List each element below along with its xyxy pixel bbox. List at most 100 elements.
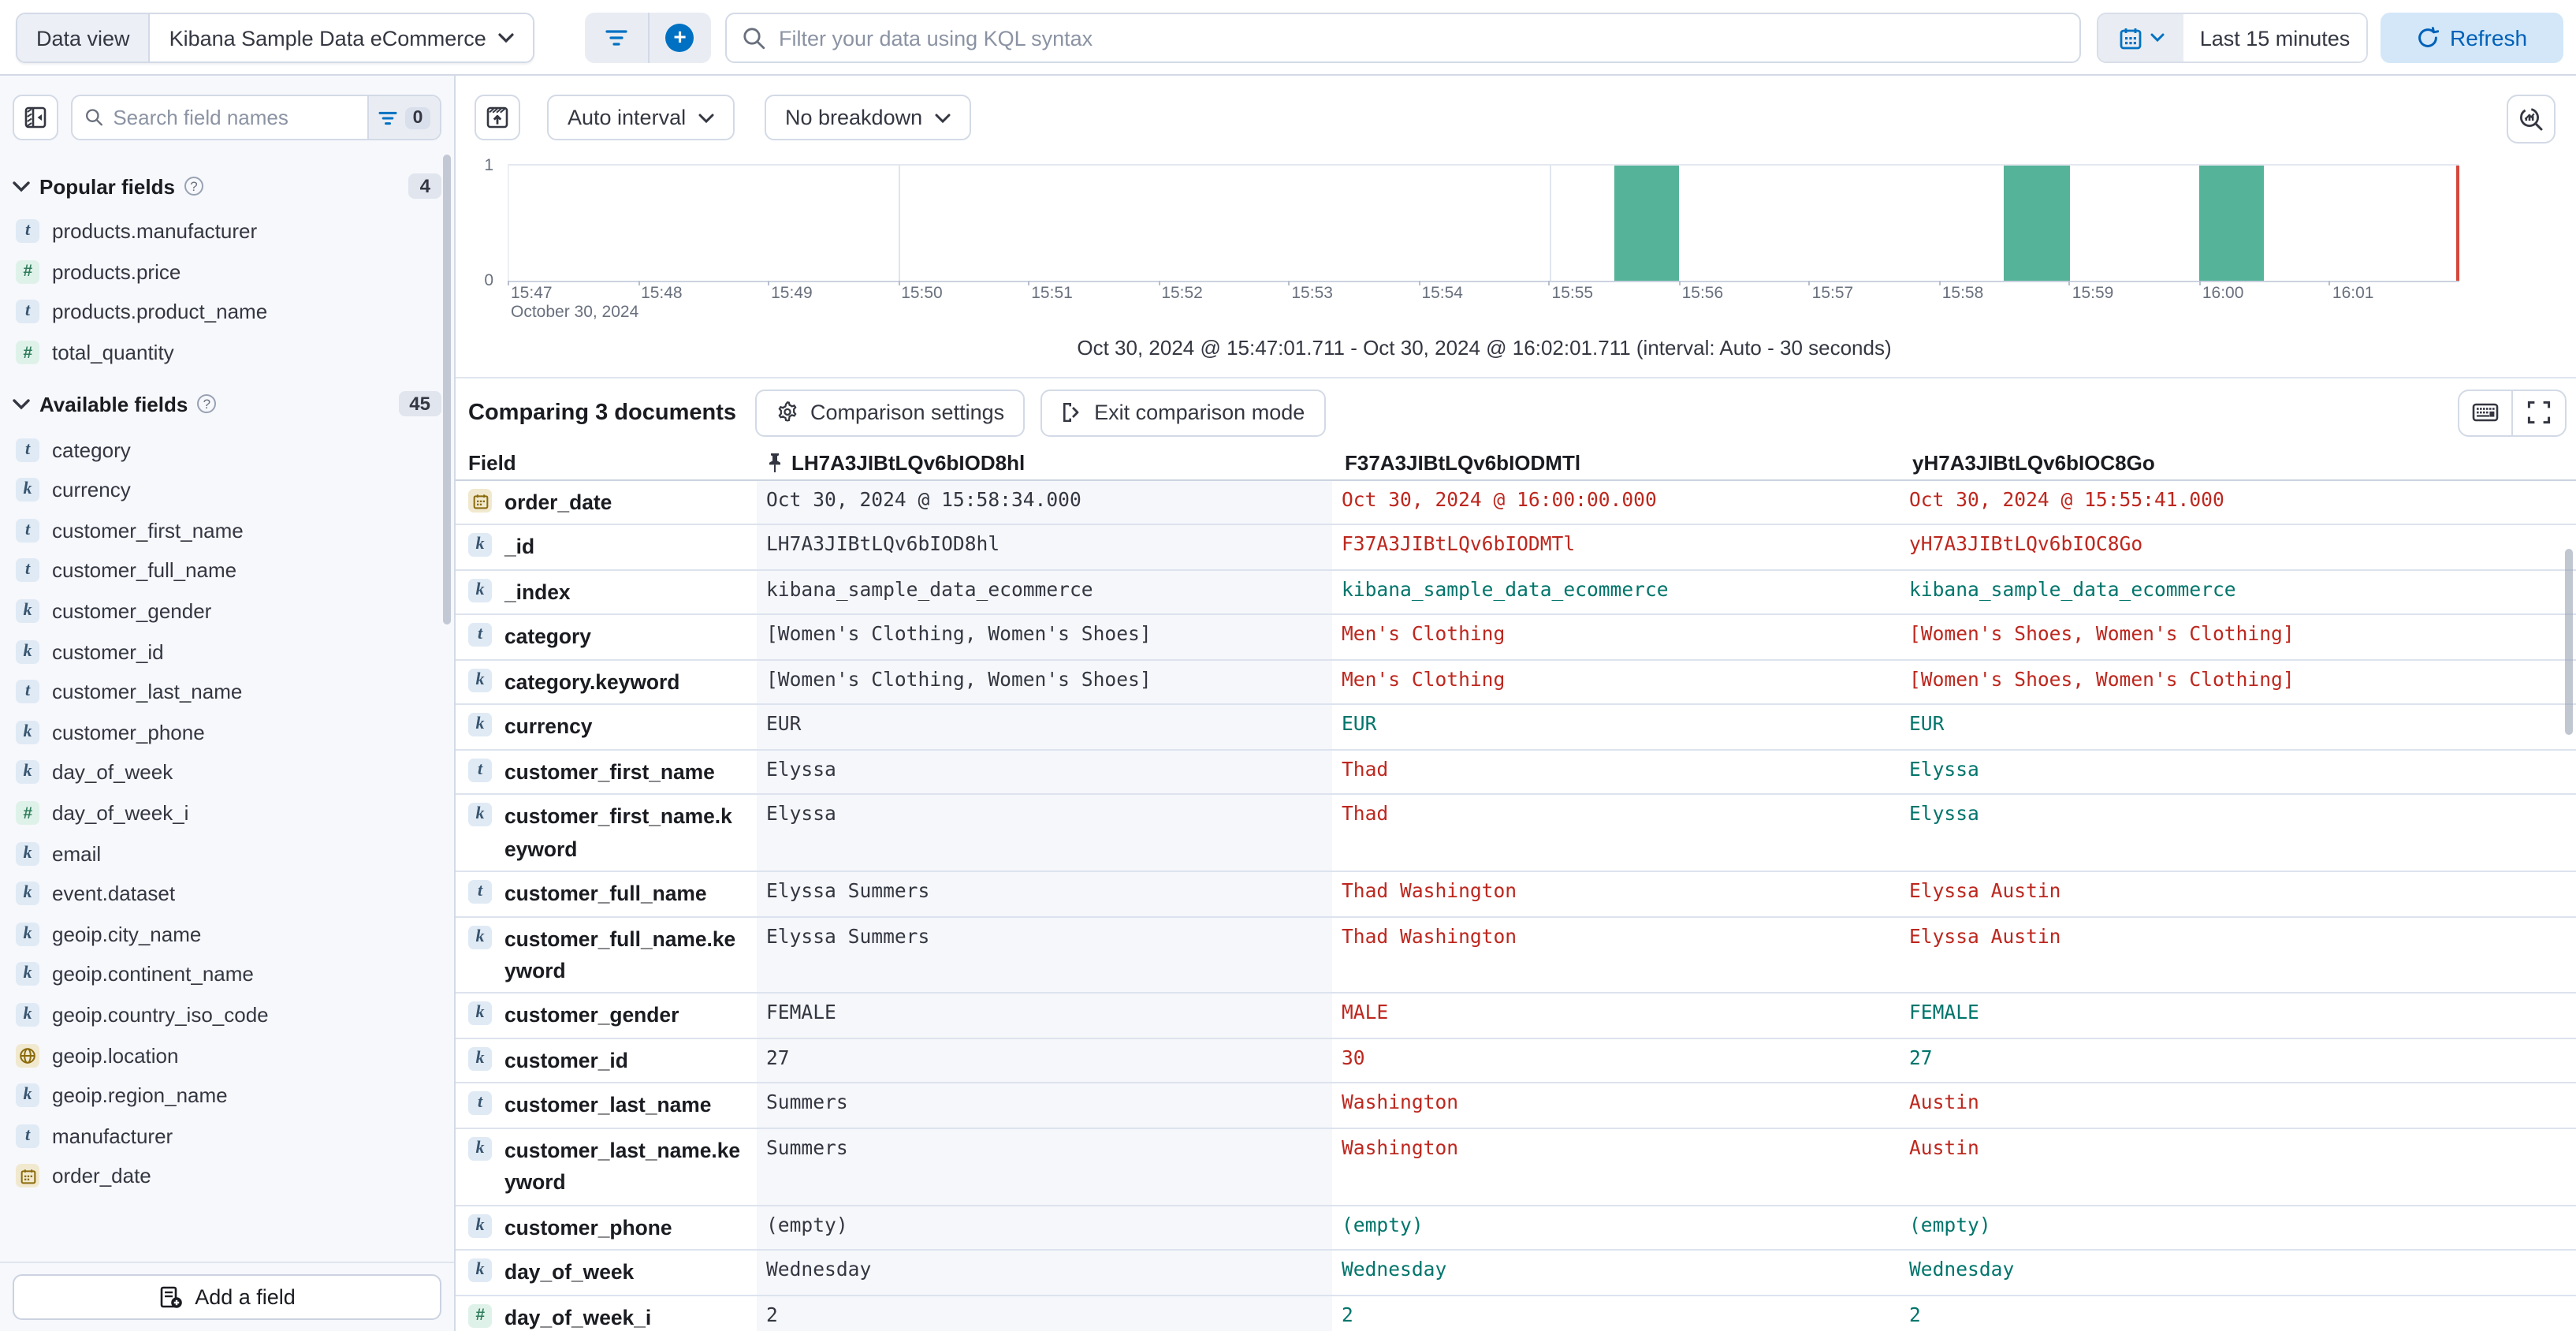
sidebar-field-category[interactable]: t category [13, 430, 441, 470]
keyword-field-icon: k [16, 882, 39, 906]
kql-query-bar[interactable] [725, 13, 2081, 63]
doc2-value-cell: Thad Washington [1342, 880, 1517, 903]
collapse-sidebar-button[interactable] [13, 95, 58, 140]
field-name-cell-_id[interactable]: k _id [456, 526, 757, 569]
divider [2511, 390, 2513, 434]
add-field-button[interactable]: Add a field [13, 1274, 441, 1320]
field-filter-button[interactable]: 0 [367, 96, 440, 139]
date-picker-button[interactable] [2098, 14, 2183, 62]
sidebar-field-event.dataset[interactable]: k event.dataset [13, 874, 441, 914]
field-name-cell-day_of_week[interactable]: k day_of_week [456, 1251, 757, 1294]
keyword-field-icon: k [16, 639, 39, 664]
sidebar-field-customer_first_name[interactable]: t customer_first_name [13, 510, 441, 550]
sidebar-field-email[interactable]: k email [13, 833, 441, 874]
field-name-cell-_index[interactable]: k _index [456, 571, 757, 614]
sidebar-field-geoip.location[interactable]: geoip.location [13, 1035, 441, 1076]
sidebar-field-customer_full_name[interactable]: t customer_full_name [13, 550, 441, 591]
field-name-cell-customer_full_name.keyword[interactable]: k customer_full_name.keyword [456, 917, 757, 993]
doc2-column-header[interactable]: F37A3JIBtLQv6bIODMTl [1345, 451, 1581, 475]
section-header-popular-fields[interactable]: Popular fields? 4 [13, 170, 441, 202]
sidebar-field-geoip.city_name[interactable]: k geoip.city_name [13, 914, 441, 954]
sidebar-field-customer_last_name[interactable]: t customer_last_name [13, 672, 441, 712]
doc2-value-cell: EUR [1342, 713, 1377, 736]
sidebar-field-geoip.country_iso_code[interactable]: k geoip.country_iso_code [13, 994, 441, 1035]
field-name-cell-order_date[interactable]: order_date [456, 481, 757, 524]
field-name-cell-day_of_week_i[interactable]: # day_of_week_i [456, 1296, 757, 1331]
sidebar-field-order_date[interactable]: order_date [13, 1156, 441, 1196]
sidebar-field-total_quantity[interactable]: # total_quantity [13, 333, 441, 373]
sidebar-field-manufacturer[interactable]: t manufacturer [13, 1116, 441, 1156]
breakdown-dropdown[interactable]: No breakdown [765, 95, 972, 140]
sidebar-field-day_of_week_i[interactable]: # day_of_week_i [13, 792, 441, 833]
comparison-toolbar: Comparing 3 documents Comparison setting… [468, 388, 2567, 437]
sidebar-field-geoip.continent_name[interactable]: k geoip.continent_name [13, 954, 441, 994]
field-search[interactable] [73, 96, 367, 139]
table-row: t customer_first_name Elyssa Thad Elyssa [456, 750, 2576, 796]
field-name-cell-customer_last_name.keyword[interactable]: k customer_last_name.keyword [456, 1129, 757, 1205]
field-name-cell-category.keyword[interactable]: k category.keyword [456, 661, 757, 704]
refresh-button[interactable]: Refresh [2381, 13, 2563, 63]
sidebar-field-products.manufacturer[interactable]: t products.manufacturer [13, 211, 441, 252]
sidebar-field-products.product_name[interactable]: t products.product_name [13, 292, 441, 332]
field-name-cell-currency[interactable]: k currency [456, 706, 757, 749]
add-filter-button[interactable]: + [649, 13, 711, 63]
x-axis-tick-mark [1418, 281, 1420, 285]
field-name-cell-customer_gender[interactable]: k customer_gender [456, 994, 757, 1038]
x-axis-tick-label: 15:53 [1291, 284, 1333, 303]
fullscreen-button[interactable] [2513, 390, 2565, 434]
keyboard-shortcuts-button[interactable] [2459, 390, 2511, 434]
histogram-bar[interactable] [2199, 166, 2265, 281]
text-field-icon: t [468, 880, 492, 904]
field-name-cell-category[interactable]: t category [456, 616, 757, 659]
doc2-value-cell: 2 [1342, 1303, 1353, 1326]
sidebar-scrollbar[interactable] [443, 155, 451, 624]
time-range-value[interactable]: Last 15 minutes [2183, 14, 2366, 62]
sidebar-field-customer_phone[interactable]: k customer_phone [13, 712, 441, 752]
doc3-column-header[interactable]: yH7A3JIBtLQv6bIOC8Go [1912, 451, 2155, 475]
kql-query-input[interactable] [779, 26, 2064, 50]
keyword-field-icon: k [468, 1046, 492, 1071]
field-name-cell-customer_first_name[interactable]: t customer_first_name [456, 750, 757, 793]
interval-dropdown[interactable]: Auto interval [547, 95, 735, 140]
doc2-value-cell: Washington [1342, 1091, 1459, 1114]
table-row: k customer_first_name.keyword Elyssa Thad… [456, 795, 2576, 873]
histogram-bar[interactable] [2004, 166, 2070, 281]
field-search-input[interactable] [113, 106, 355, 129]
sidebar-field-geoip.region_name[interactable]: k geoip.region_name [13, 1076, 441, 1116]
x-axis-tick-label: 15:57 [1811, 284, 1854, 303]
doc3-value-cell: Elyssa [1909, 758, 1979, 781]
breakdown-label: No breakdown [785, 106, 923, 129]
x-axis-tick-label: 15:55 [1551, 284, 1594, 303]
exit-comparison-button[interactable]: Exit comparison mode [1040, 389, 1326, 436]
base-doc-column-header[interactable]: LH7A3JIBtLQv6bIOD8hl [757, 446, 1332, 479]
field-name-cell-customer_id[interactable]: k customer_id [456, 1039, 757, 1083]
save-visualization-button[interactable] [475, 95, 520, 140]
sidebar-field-currency[interactable]: k currency [13, 470, 441, 510]
doc2-value-cell: 30 [1342, 1046, 1365, 1069]
keyword-field-icon: k [16, 760, 39, 785]
geo-point-field-icon [16, 1043, 39, 1068]
sidebar-field-products.price[interactable]: # products.price [13, 252, 441, 292]
table-row: k customer_id 27 30 27 [456, 1038, 2576, 1084]
histogram-bar[interactable] [1614, 166, 1680, 281]
field-name-cell-customer_first_name.keyword[interactable]: k customer_first_name.keyword [456, 795, 757, 871]
table-row: # day_of_week_i 2 2 2 [456, 1296, 2576, 1331]
refresh-icon [2418, 27, 2439, 47]
chevron-down-icon [13, 172, 30, 200]
histogram-chart[interactable] [508, 164, 2459, 282]
field-name-cell-customer_phone[interactable]: k customer_phone [456, 1206, 757, 1249]
main-panel: Auto interval No breakdown 1 0 15:47 15:4… [456, 76, 2576, 1331]
comparison-settings-button[interactable]: Comparison settings [755, 389, 1026, 436]
explore-in-lens-button[interactable] [2507, 95, 2556, 144]
comparison-table-body: order_date Oct 30, 2024 @ 15:58:34.000 O… [456, 481, 2576, 1331]
sidebar-field-day_of_week[interactable]: k day_of_week [13, 752, 441, 792]
sidebar-field-customer_gender[interactable]: k customer_gender [13, 591, 441, 632]
data-view-picker-button[interactable]: Kibana Sample Data eCommerce [150, 14, 534, 62]
sidebar-field-customer_id[interactable]: k customer_id [13, 632, 441, 672]
section-header-available-fields[interactable]: Available fields? 45 [13, 389, 441, 420]
table-scrollbar[interactable] [2565, 549, 2573, 735]
field-name-cell-customer_full_name[interactable]: t customer_full_name [456, 872, 757, 915]
filter-menu-button[interactable] [585, 13, 647, 63]
text-field-icon: t [16, 219, 39, 244]
field-name-cell-customer_last_name[interactable]: t customer_last_name [456, 1084, 757, 1128]
